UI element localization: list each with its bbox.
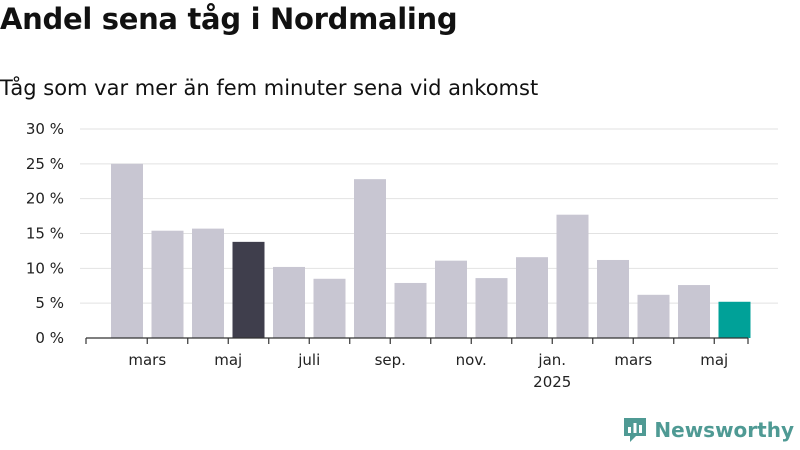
y-tick-label: 10 % <box>26 259 64 277</box>
x-tick-label: mars <box>614 351 652 369</box>
brand: Newsworthy <box>622 416 794 444</box>
bar-2025-05 <box>718 301 751 338</box>
newsworthy-logo-icon <box>624 418 647 442</box>
bar-2024-11 <box>475 278 508 338</box>
y-tick-label: 0 % <box>35 329 64 347</box>
gridlines <box>80 128 778 304</box>
bar-2024-06 <box>273 266 305 338</box>
x-tick-label: nov. <box>456 351 487 369</box>
bar-2025-04 <box>678 285 710 338</box>
y-tick-label: 30 % <box>26 120 64 138</box>
chart-subtitle: Tåg som var mer än fem minuter sena vid … <box>0 76 539 100</box>
x-tick-label: sep. <box>375 351 406 369</box>
x-tick-label: maj <box>214 351 242 369</box>
bar-2024-12 <box>516 257 548 338</box>
x-tick-label: maj <box>700 351 728 369</box>
bar-2025-03 <box>637 294 670 338</box>
x-tick-sublabel: 2025 <box>533 373 571 391</box>
y-tick-label: 20 % <box>26 190 64 208</box>
bar-2024-03 <box>151 230 184 338</box>
x-tick-label: juli <box>297 351 320 369</box>
bars <box>111 163 751 338</box>
bar-2024-10 <box>435 260 467 338</box>
y-tick-label: 5 % <box>35 294 64 312</box>
brand-name: Newsworthy <box>654 418 794 442</box>
bar-2024-05 <box>232 241 265 338</box>
bar-2024-02 <box>111 163 143 338</box>
y-tick-label: 25 % <box>26 155 64 173</box>
bar-2024-09 <box>394 282 427 338</box>
chart-title: Andel sena tåg i Nordmaling <box>0 2 458 36</box>
y-tick-label: 15 % <box>26 225 64 243</box>
bar-2025-01 <box>556 214 589 338</box>
bar-2025-02 <box>597 259 629 338</box>
x-tick-label: mars <box>128 351 166 369</box>
bar-2024-04 <box>192 228 224 338</box>
x-tick-label: jan. <box>537 351 566 369</box>
bar-2024-07 <box>313 278 346 338</box>
y-axis-ticks: 0 % 5 % 10 % 15 % 20 % 25 % 30 % <box>26 120 64 347</box>
x-axis-ticks: mars maj juli sep. nov. jan. 2025 mars maj <box>128 351 728 391</box>
x-axis <box>85 337 749 344</box>
bar-2024-08 <box>354 179 386 338</box>
